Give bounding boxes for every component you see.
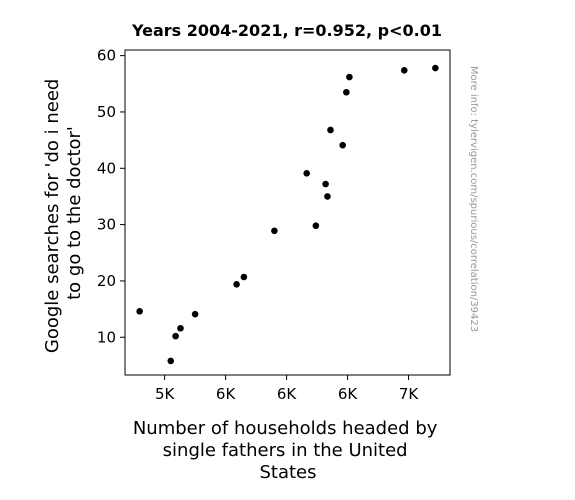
y-axis-label-line-2: to go to the doctor' — [64, 126, 85, 300]
y-tick-label: 50 — [97, 103, 116, 121]
data-point — [240, 273, 248, 281]
data-point — [327, 126, 334, 134]
data-point — [191, 310, 199, 318]
x-axis-label-line-1: Number of households headed by — [133, 418, 438, 439]
data-point — [271, 227, 278, 235]
data-point — [303, 170, 311, 177]
source-note: More info: tylervigen.com/spurious/corre… — [468, 66, 479, 332]
data-point — [177, 324, 184, 332]
data-point — [233, 281, 240, 288]
x-axis-label: Number of households headed by single fa… — [133, 418, 443, 483]
data-point — [400, 66, 408, 74]
y-tick-label: 10 — [97, 328, 116, 346]
data-point — [432, 64, 439, 72]
plot-frame — [124, 49, 451, 376]
x-tick-label: 6K — [277, 385, 298, 403]
plot-area: 5K 6K 6K 6K 7K 10 20 30 40 50 60 — [97, 47, 451, 403]
chart-title: Years 2004-2021, r=0.952, p<0.01 — [131, 21, 442, 40]
y-axis-label-line-1: Google searches for 'do i need — [42, 79, 63, 353]
data-point — [324, 193, 331, 200]
data-point — [343, 88, 350, 96]
x-axis-label-line-2: single fathers in the United — [163, 440, 408, 461]
x-tick-label: 6K — [338, 385, 359, 403]
y-tick-label: 60 — [97, 47, 116, 65]
x-tick-label: 5K — [155, 385, 176, 403]
y-tick-label: 20 — [97, 272, 116, 290]
data-point — [172, 332, 179, 340]
y-tick-label: 40 — [97, 159, 116, 177]
data-point — [312, 222, 320, 230]
x-tick-label: 6K — [216, 385, 237, 403]
data-point — [167, 357, 175, 365]
data-point — [136, 308, 143, 315]
y-tick-label: 30 — [97, 216, 116, 234]
data-point — [322, 180, 329, 188]
x-tick-label: 7K — [399, 385, 420, 403]
y-axis-label: Google searches for 'do i need to go to … — [42, 73, 85, 353]
data-point — [339, 141, 346, 149]
data-point — [346, 73, 353, 81]
x-axis-label-line-3: States — [259, 462, 316, 483]
